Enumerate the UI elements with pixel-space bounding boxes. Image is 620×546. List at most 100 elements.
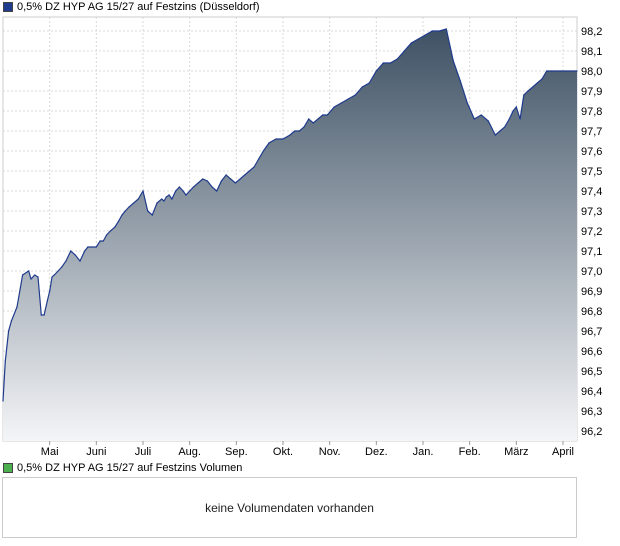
x-tick-label: Okt. — [273, 446, 293, 458]
price-point — [354, 94, 356, 96]
price-point — [163, 200, 165, 202]
price-point — [410, 42, 412, 44]
y-tick-label: 97,8 — [581, 106, 602, 118]
price-point — [546, 70, 548, 72]
price-point — [91, 246, 93, 248]
price-point — [61, 266, 63, 268]
price-point — [289, 134, 291, 136]
price-point — [220, 180, 222, 182]
price-point — [375, 70, 377, 72]
x-tick-label: Juni — [86, 446, 106, 458]
y-tick-label: 97,3 — [581, 206, 602, 218]
price-point — [147, 210, 149, 212]
price-point — [151, 214, 153, 216]
y-tick-label: 97,7 — [581, 126, 602, 138]
price-point — [22, 274, 24, 276]
x-tick-label: März — [504, 446, 528, 458]
price-point — [46, 300, 48, 302]
y-tick-label: 96,5 — [581, 366, 602, 378]
price-point — [333, 106, 335, 108]
x-tick-label: Sep. — [225, 446, 248, 458]
price-point — [368, 82, 370, 84]
price-point — [361, 86, 363, 88]
price-point — [79, 260, 81, 262]
price-point — [512, 110, 514, 112]
price-point — [550, 70, 552, 72]
price-point — [308, 118, 310, 120]
y-tick-label: 97,2 — [581, 226, 602, 238]
price-point — [322, 114, 324, 116]
price-point — [30, 278, 32, 280]
y-tick-label: 98,2 — [581, 26, 602, 38]
x-tick-label: Aug. — [178, 446, 201, 458]
price-point — [216, 190, 218, 192]
y-tick-label: 98,0 — [581, 66, 602, 78]
price-point — [121, 214, 123, 216]
price-point — [438, 30, 440, 32]
volume-empty-message: keine Volumendaten vorhanden — [205, 500, 374, 515]
price-point — [555, 70, 557, 72]
price-point — [109, 230, 111, 232]
price-point — [53, 274, 55, 276]
price-point — [10, 320, 12, 322]
x-tick-label: April — [552, 446, 574, 458]
x-tick-label: Mai — [41, 446, 59, 458]
price-point — [34, 274, 36, 276]
price-point — [275, 138, 277, 140]
price-point — [244, 174, 246, 176]
price-point — [230, 178, 232, 180]
price-point — [118, 220, 120, 222]
price-point — [452, 60, 454, 62]
price-point — [403, 50, 405, 52]
price-point — [340, 102, 342, 104]
price-point — [569, 70, 571, 72]
price-point — [508, 118, 510, 120]
price-point — [576, 70, 578, 72]
price-point — [70, 250, 72, 252]
price-point — [225, 174, 227, 176]
price-point — [84, 250, 86, 252]
y-tick-label: 98,1 — [581, 46, 602, 58]
price-point — [197, 182, 199, 184]
price-point — [185, 194, 187, 196]
price-point — [74, 254, 76, 256]
price-point — [258, 158, 260, 160]
price-point — [466, 102, 468, 104]
price-point — [473, 118, 475, 120]
price-point — [268, 142, 270, 144]
y-tick-label: 97,0 — [581, 266, 602, 278]
price-point — [165, 196, 167, 198]
y-tick-label: 96,8 — [581, 306, 602, 318]
price-point — [28, 270, 30, 272]
price-chart: 96,2 96,3 96,4 96,5 96,6 96,7 96,8 96,9 97,0 97,1… — [2, 16, 602, 458]
price-legend-swatch — [3, 2, 13, 12]
price-point — [494, 134, 496, 136]
price-legend: 0,5% DZ HYP AG 15/27 auf Festzins (Düsse… — [3, 0, 260, 14]
price-point — [175, 190, 177, 192]
price-point — [156, 202, 158, 204]
price-point — [4, 360, 6, 362]
y-tick-label: 96,6 — [581, 346, 602, 358]
price-point — [303, 126, 305, 128]
price-point — [234, 182, 236, 184]
price-point — [417, 38, 419, 40]
price-point — [2, 400, 4, 402]
price-point — [382, 62, 384, 64]
x-tick-label: Jan. — [413, 446, 434, 458]
price-point — [124, 210, 126, 212]
price-point — [206, 180, 208, 182]
price-point — [515, 106, 517, 108]
price-point — [37, 276, 39, 278]
volume-legend-label: 0,5% DZ HYP AG 15/27 auf Festzins Volume… — [17, 462, 243, 474]
price-point — [57, 270, 59, 272]
price-point — [87, 246, 89, 248]
price-point — [168, 194, 170, 196]
price-point — [189, 190, 191, 192]
y-tick-label: 97,6 — [581, 146, 602, 158]
price-point — [541, 78, 543, 80]
price-legend-label: 0,5% DZ HYP AG 15/27 auf Festzins (Düsse… — [17, 1, 260, 13]
price-point — [142, 190, 144, 192]
price-point — [480, 114, 482, 116]
price-point — [16, 306, 18, 308]
price-point — [459, 80, 461, 82]
